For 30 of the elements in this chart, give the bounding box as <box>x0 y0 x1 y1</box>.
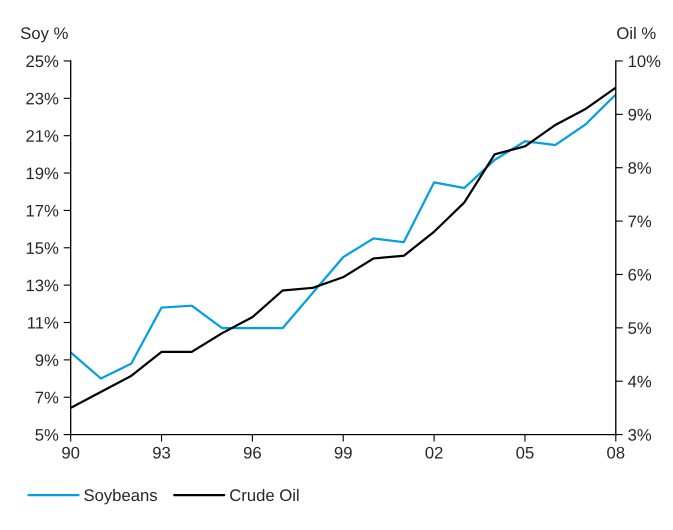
y2-tick-label: 4% <box>628 376 652 388</box>
x-tick-label: 93 <box>153 446 170 459</box>
x-tick-label: 05 <box>516 446 534 459</box>
y2-tick-label: 6% <box>628 268 652 281</box>
y2-tick-label: 3% <box>628 429 652 441</box>
y2-tick-label: 10% <box>628 55 660 68</box>
y-tick-label: 5% <box>35 429 58 441</box>
y2-tick-label: 5% <box>628 322 652 334</box>
x-tick-label: 99 <box>334 446 352 459</box>
x-tick-label: 96 <box>244 446 261 459</box>
y2-tick-label: 9% <box>628 108 652 121</box>
y-tick-label: 11% <box>28 316 58 329</box>
y-tick-label: 15% <box>26 242 58 254</box>
y-tick-label: 13% <box>26 280 58 292</box>
y-tick-label: 17% <box>26 204 58 217</box>
y-tick-label: 19% <box>26 167 58 180</box>
legend-label: Crude Oil <box>230 488 299 502</box>
x-tick-label: 02 <box>425 446 443 459</box>
x-tick-label: 08 <box>607 446 624 459</box>
y2-axis-title: Oil % <box>617 26 656 40</box>
y-tick-label: 25% <box>26 55 58 68</box>
y2-tick-label: 8% <box>628 162 652 174</box>
x-tick-label: 90 <box>62 446 80 459</box>
y-tick-label: 7% <box>36 392 58 404</box>
y-tick-label: 9% <box>36 354 58 366</box>
y2-tick-label: 7% <box>628 216 652 228</box>
legend-label: Soybeans <box>84 488 157 504</box>
y-tick-label: 21% <box>26 130 58 142</box>
y-tick-label: 23% <box>26 92 58 105</box>
y-axis-title: Soy % <box>20 27 68 42</box>
